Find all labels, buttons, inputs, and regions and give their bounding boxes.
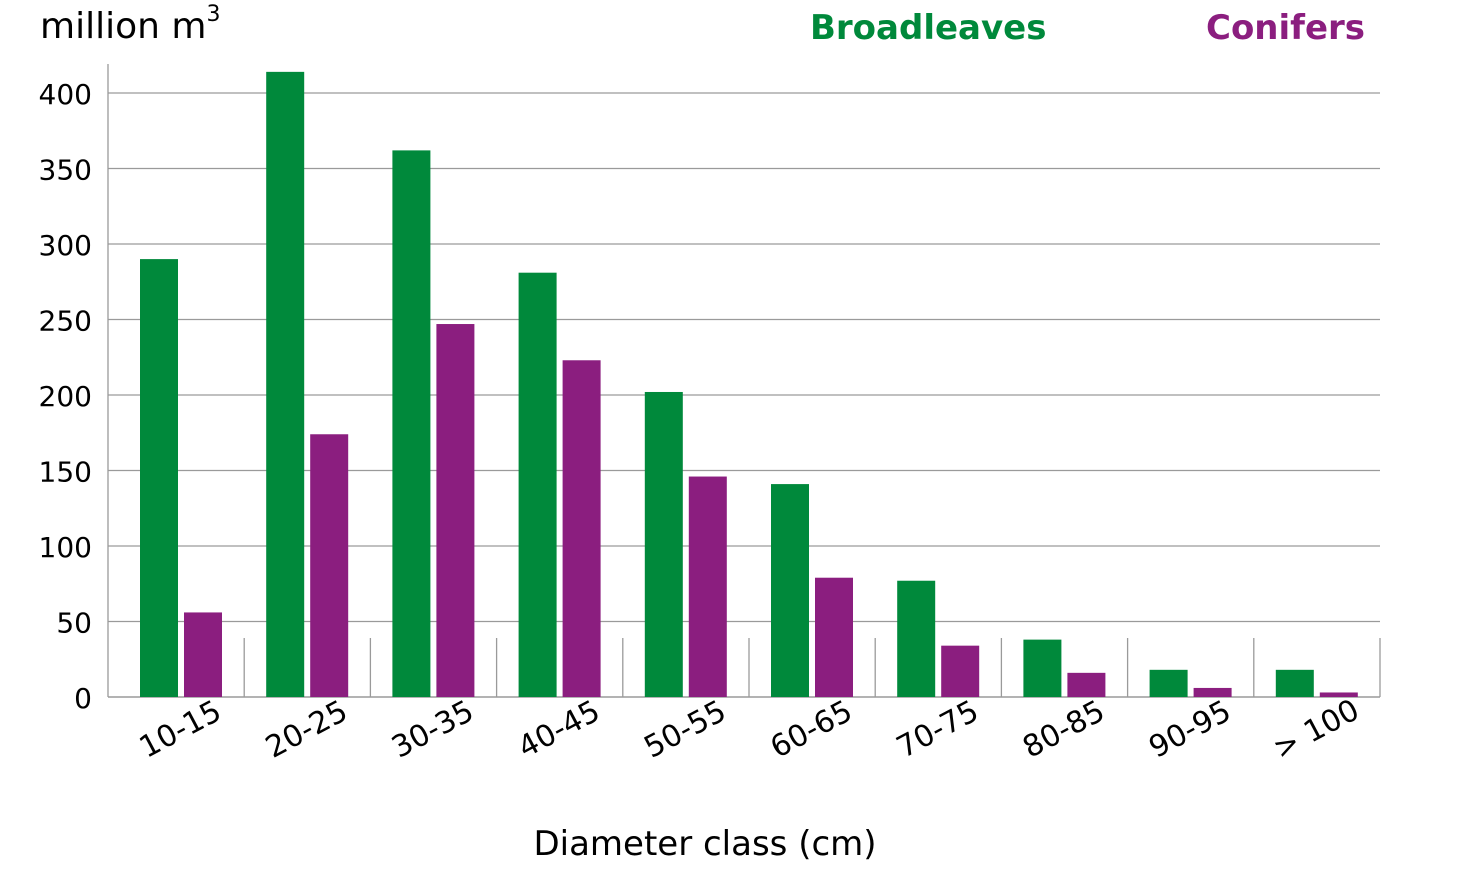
y-tick-label: 300 (39, 229, 92, 262)
x-tick-label: 50-55 (639, 694, 732, 766)
x-tick-label: 40-45 (512, 694, 605, 766)
bar-conifers-60-65 (815, 577, 853, 697)
bar-broadleaves-10-15 (140, 259, 178, 697)
bar-broadleaves-70-75 (897, 580, 936, 697)
bar-conifers-90-95 (1193, 687, 1232, 697)
x-tick-label: 70-75 (891, 694, 984, 766)
y-tick-label: 350 (39, 154, 92, 187)
x-tick-label: 90-95 (1143, 694, 1236, 766)
y-tick-label: 50 (56, 607, 92, 640)
y-axis-title: million m3 (40, 2, 220, 47)
y-tick-label: 100 (39, 531, 92, 564)
x-tick-label: 20-25 (260, 694, 353, 766)
bar-broadleaves-90-95 (1149, 669, 1188, 697)
bar-conifers-70-75 (941, 645, 980, 697)
y-tick-label: 0 (74, 682, 92, 715)
bar-broadleaves-80-85 (1023, 639, 1062, 697)
bar-broadleaves-40-45 (518, 272, 557, 697)
bar-broadleaves-20-25 (266, 71, 305, 698)
x-axis-title: Diameter class (cm) (533, 824, 877, 864)
x-tick-label: 60-65 (765, 694, 858, 766)
x-tick-label: 30-35 (386, 694, 479, 766)
bar-broadleaves-50-55 (644, 391, 683, 697)
bar-broadleaves-60-65 (771, 484, 809, 697)
x-tick-label: 80-85 (1017, 694, 1110, 766)
y-tick-label: 150 (39, 456, 92, 489)
legend-conifers: Conifers (1206, 8, 1366, 48)
y-tick-label: 400 (39, 78, 92, 111)
x-tick-label: > 100 (1268, 693, 1366, 767)
legend-broadleaves: Broadleaves (810, 8, 1047, 48)
bar-conifers-30-35 (436, 324, 475, 697)
bar-broadleaves-100 (1275, 669, 1314, 697)
x-tick-label: 10-15 (134, 694, 227, 766)
y-tick-label: 250 (39, 305, 92, 338)
y-axis-title-superscript: 3 (206, 2, 221, 27)
bar-conifers-10-15 (184, 612, 222, 697)
y-tick-label: 200 (39, 380, 92, 413)
bar-conifers-100 (1319, 692, 1358, 697)
bar-conifers-20-25 (310, 434, 349, 697)
bar-broadleaves-30-35 (392, 150, 431, 697)
bar-conifers-50-55 (688, 476, 727, 697)
bar-conifers-40-45 (562, 360, 601, 697)
bar-conifers-80-85 (1067, 672, 1106, 697)
y-axis-title-text: million m (40, 6, 207, 47)
